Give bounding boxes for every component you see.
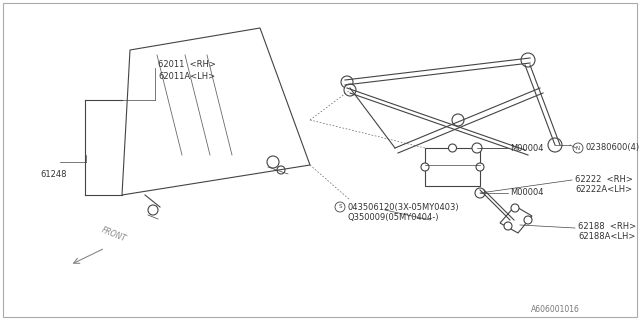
Text: 62222  <RH>: 62222 <RH> <box>575 175 633 184</box>
Text: 61248: 61248 <box>40 170 67 179</box>
Text: 62188  <RH>: 62188 <RH> <box>578 222 636 231</box>
Circle shape <box>449 144 456 152</box>
Circle shape <box>472 143 482 153</box>
Circle shape <box>344 84 356 96</box>
Text: Q350009(05MY0404-): Q350009(05MY0404-) <box>348 213 440 222</box>
Text: 02380600(4): 02380600(4) <box>585 143 639 152</box>
Circle shape <box>475 188 485 198</box>
Circle shape <box>421 163 429 171</box>
Bar <box>425 148 480 186</box>
Circle shape <box>521 53 535 67</box>
Circle shape <box>524 216 532 224</box>
Circle shape <box>452 114 464 126</box>
Circle shape <box>476 163 484 171</box>
Text: S: S <box>339 204 342 210</box>
Circle shape <box>504 222 512 230</box>
Text: 62011  <RH>: 62011 <RH> <box>158 60 216 69</box>
Circle shape <box>548 138 562 152</box>
Text: FRONT: FRONT <box>100 226 127 244</box>
Text: 62011A<LH>: 62011A<LH> <box>158 72 215 81</box>
Text: 043506120(3X-05MY0403): 043506120(3X-05MY0403) <box>348 203 460 212</box>
Text: M00004: M00004 <box>510 144 543 153</box>
Text: M00004: M00004 <box>510 188 543 197</box>
Text: 62222A<LH>: 62222A<LH> <box>575 185 632 194</box>
Text: N: N <box>576 146 580 150</box>
Circle shape <box>341 76 353 88</box>
Text: 62188A<LH>: 62188A<LH> <box>578 232 636 241</box>
Text: A606001016: A606001016 <box>531 305 580 314</box>
Circle shape <box>511 204 519 212</box>
